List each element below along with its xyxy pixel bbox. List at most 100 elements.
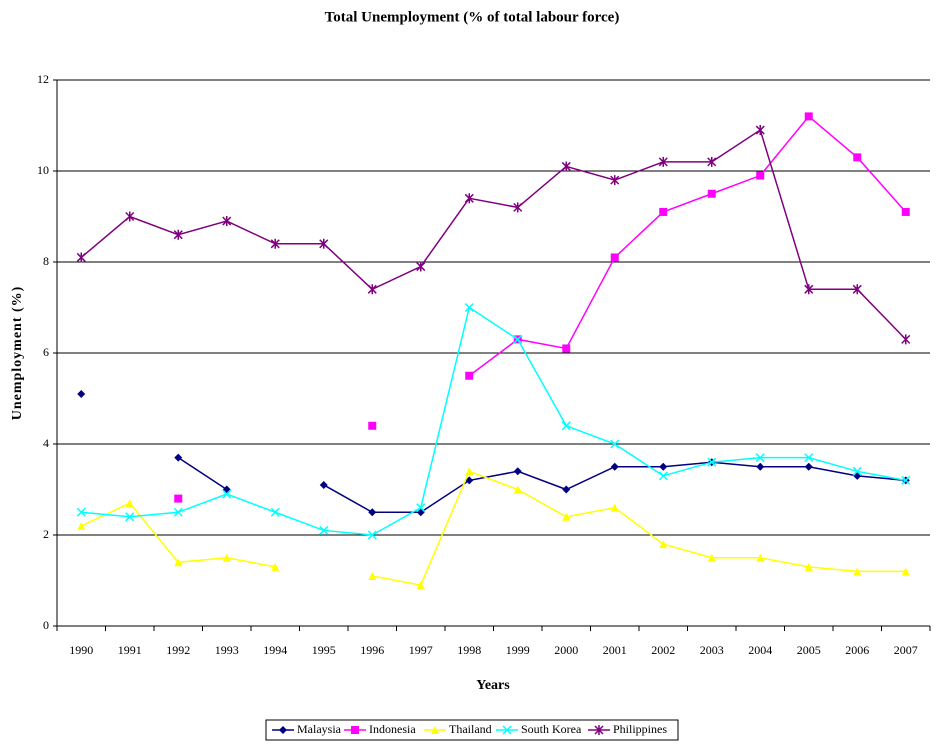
series-line: [177, 457, 906, 513]
marker: [561, 161, 571, 172]
marker: [610, 462, 619, 471]
marker: [610, 175, 620, 186]
marker: [901, 567, 910, 576]
marker: [222, 489, 232, 499]
marker: [852, 284, 862, 295]
marker: [270, 507, 280, 517]
marker: [416, 261, 426, 272]
x-tick-label: 1993: [215, 643, 239, 657]
marker: [222, 216, 232, 227]
marker: [853, 567, 862, 576]
series-line: [81, 306, 906, 536]
marker: [368, 508, 377, 517]
marker: [465, 371, 474, 380]
marker: [271, 562, 280, 571]
marker: [416, 581, 425, 590]
marker: [658, 471, 668, 481]
marker: [464, 193, 474, 204]
marker: [513, 334, 523, 344]
marker: [707, 189, 716, 198]
marker: [658, 156, 668, 167]
x-tick-label: 2005: [797, 643, 821, 657]
x-tick-label: 2001: [603, 643, 627, 657]
y-tick-label: 0: [43, 618, 49, 632]
legend-label: Thailand: [449, 722, 492, 736]
legend-label: Philippines: [613, 722, 667, 736]
x-tick-label: 1997: [409, 643, 433, 657]
marker: [319, 238, 329, 249]
x-tick-label: 1994: [263, 643, 287, 657]
marker: [756, 553, 765, 562]
marker: [852, 466, 862, 476]
marker: [351, 726, 359, 734]
marker: [173, 229, 183, 240]
series-line: [80, 470, 906, 586]
marker: [707, 156, 717, 167]
marker: [513, 467, 522, 476]
y-axis-title: Unemployment (%): [10, 286, 25, 421]
legend-label: Malaysia: [297, 722, 342, 736]
x-tick-label: 1991: [118, 643, 142, 657]
marker: [125, 512, 135, 522]
x-tick-label: 2000: [554, 643, 578, 657]
x-tick-label: 2002: [651, 643, 675, 657]
marker: [76, 507, 86, 517]
marker: [804, 462, 813, 471]
marker: [465, 467, 474, 476]
marker: [502, 725, 512, 735]
marker: [804, 562, 813, 571]
marker: [319, 480, 328, 489]
marker: [594, 725, 604, 735]
marker: [659, 540, 668, 549]
marker: [610, 253, 619, 262]
marker: [174, 453, 183, 462]
marker: [76, 252, 86, 263]
marker: [659, 462, 668, 471]
marker: [77, 521, 86, 530]
y-tick-label: 10: [37, 163, 49, 177]
marker: [173, 507, 183, 517]
marker: [368, 421, 377, 430]
marker: [756, 462, 765, 471]
marker: [319, 525, 329, 535]
marker: [707, 553, 716, 562]
marker: [659, 207, 668, 216]
marker: [125, 211, 135, 222]
marker: [125, 499, 134, 508]
marker: [174, 558, 183, 567]
marker: [707, 457, 717, 467]
legend-box: [265, 719, 679, 741]
x-tick-label: 2004: [748, 643, 772, 657]
legend-label: Indonesia: [369, 722, 416, 736]
marker: [562, 485, 571, 494]
marker: [562, 512, 571, 521]
marker: [804, 453, 814, 463]
marker: [464, 302, 474, 313]
x-tick-label: 1992: [166, 643, 190, 657]
marker: [270, 238, 280, 249]
marker: [367, 530, 377, 540]
marker: [562, 344, 571, 353]
series-line: [80, 128, 907, 340]
marker: [279, 726, 287, 734]
series-line: [468, 115, 907, 377]
marker: [561, 421, 571, 431]
marker: [222, 553, 231, 562]
marker: [804, 112, 813, 121]
x-tick-label: 2006: [845, 643, 869, 657]
x-tick-label: 1995: [312, 643, 336, 657]
y-tick-label: 4: [43, 436, 49, 450]
x-tick-label: 1996: [360, 643, 384, 657]
marker: [901, 207, 910, 216]
x-tick-label: 1999: [506, 643, 530, 657]
marker: [368, 571, 377, 580]
x-tick-label: 1998: [457, 643, 481, 657]
marker: [901, 475, 911, 485]
marker: [77, 389, 86, 398]
marker: [755, 453, 765, 463]
x-axis-title: Years: [476, 678, 510, 693]
marker: [610, 439, 620, 449]
marker: [416, 503, 426, 513]
y-tick-label: 8: [43, 254, 49, 268]
